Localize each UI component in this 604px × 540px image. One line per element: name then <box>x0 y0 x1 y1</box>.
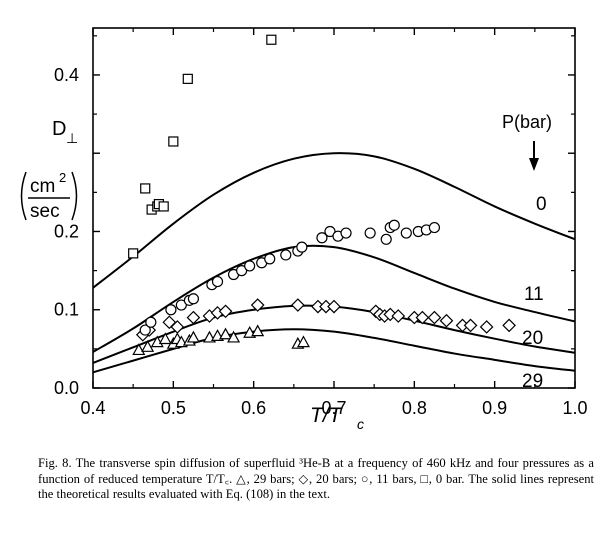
theory-curve <box>92 244 576 353</box>
chart-labels: 0.4 0.5 0.6 0.7 0.8 0.9 1.0 0.0 0.1 0.2 0.4 0 11 20 29… <box>20 65 588 432</box>
curve-label: 11 <box>524 284 544 305</box>
diamond-marker <box>463 318 478 333</box>
triangle-marker <box>141 340 155 352</box>
triangle-marker <box>158 332 172 345</box>
circle-marker <box>280 249 292 261</box>
square-marker <box>128 248 139 259</box>
diamond-marker <box>415 310 430 325</box>
diamond-marker <box>327 299 341 314</box>
x-axis-label-sub: c <box>357 416 364 432</box>
curve-label: 29 <box>522 371 543 392</box>
triangle-marker <box>132 343 146 356</box>
square-marker <box>158 201 169 212</box>
x-tick-label: 0.5 <box>161 398 186 418</box>
x-axis-label: T/T <box>310 404 344 427</box>
x-tick-label: 0.9 <box>482 398 507 418</box>
triangle-marker <box>186 330 200 343</box>
circle-marker <box>165 304 177 316</box>
x-tick-label: 0.6 <box>241 398 266 418</box>
diamond-marker <box>427 310 442 325</box>
y-unit-paren-right <box>71 171 78 221</box>
y-tick-label: 0.2 <box>54 221 79 241</box>
y-axis-label: D <box>52 118 66 140</box>
circle-marker <box>145 316 157 328</box>
diamond-marker <box>186 310 201 325</box>
diamond-marker <box>170 320 185 334</box>
square-marker <box>182 73 193 84</box>
y-unit-numerator: cm <box>30 176 55 197</box>
circle-marker <box>139 324 151 336</box>
diamond-marker <box>479 320 494 334</box>
circle-marker <box>388 219 400 231</box>
square-marker <box>140 183 151 194</box>
theory-curve <box>92 152 576 289</box>
diamond-marker <box>391 309 406 323</box>
triangle-marker <box>227 330 241 343</box>
circle-marker <box>316 232 328 244</box>
legend-title: P(bar) <box>502 112 552 132</box>
x-tick-label: 1.0 <box>562 398 587 418</box>
square-marker <box>266 34 277 45</box>
circle-marker <box>187 293 200 305</box>
circle-marker <box>428 221 441 234</box>
diamond-marker <box>291 298 305 312</box>
diamond-marker <box>218 304 233 319</box>
y-unit-denominator: sec <box>30 201 60 222</box>
axes <box>92 27 576 389</box>
arrow-head <box>529 158 539 171</box>
x-tick-label: 0.7 <box>321 398 346 418</box>
triangle-marker <box>219 327 233 340</box>
x-tick-label: 0.8 <box>402 398 427 418</box>
triangle-marker <box>296 335 310 348</box>
diamond-marker <box>439 313 454 328</box>
circle-marker <box>296 241 308 253</box>
y-tick-label: 0.4 <box>54 65 79 85</box>
circle-marker <box>400 227 412 239</box>
circle-marker <box>380 233 392 245</box>
circle-marker <box>364 227 376 239</box>
circle-marker <box>244 260 256 272</box>
curve-label: 0 <box>536 194 547 215</box>
theory-curve <box>92 328 576 374</box>
y-unit-paren-left <box>20 171 27 221</box>
y-axis-label-sub: ⊥ <box>66 130 78 146</box>
y-unit-exponent: 2 <box>59 170 66 185</box>
curve-label: 20 <box>522 328 543 349</box>
circle-marker <box>264 253 276 265</box>
x-tick-label: 0.4 <box>80 398 105 418</box>
diamond-marker <box>250 298 265 312</box>
data-markers <box>128 34 516 356</box>
circle-marker <box>340 227 352 239</box>
triangle-marker <box>150 335 164 348</box>
diamond-marker <box>502 318 516 333</box>
triangle-marker <box>251 324 265 337</box>
y-tick-label: 0.0 <box>54 378 79 398</box>
y-tick-label: 0.1 <box>54 300 79 320</box>
square-marker <box>168 136 179 147</box>
figure-caption: Fig. 8. The transverse spin diffusion of… <box>38 456 594 501</box>
circle-marker <box>211 275 224 288</box>
